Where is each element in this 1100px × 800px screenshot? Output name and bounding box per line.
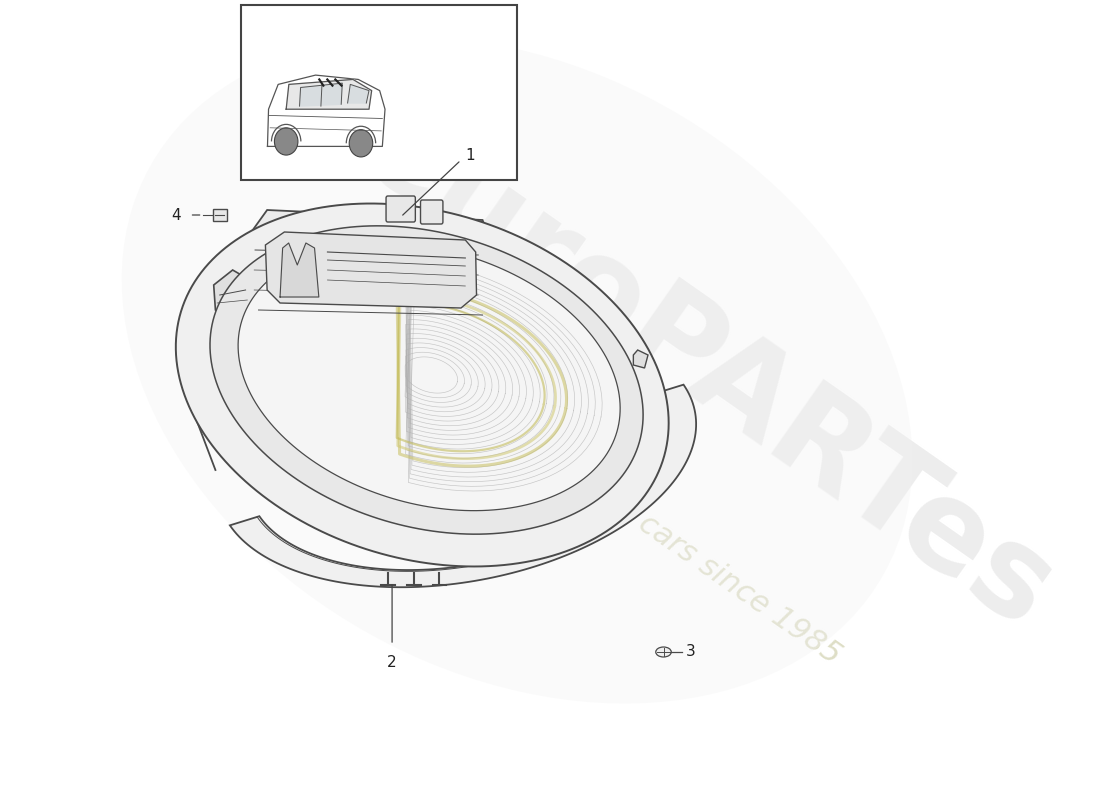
Text: a passion for cars since 1985: a passion for cars since 1985 [464,390,846,670]
Text: 2: 2 [387,655,397,670]
Polygon shape [265,232,476,308]
Circle shape [349,130,373,157]
Polygon shape [348,84,369,103]
Polygon shape [213,270,252,325]
Text: 1: 1 [465,147,475,162]
Polygon shape [245,210,495,345]
Ellipse shape [656,647,671,657]
Circle shape [274,128,298,155]
Polygon shape [286,79,372,110]
Text: 3: 3 [686,645,695,659]
Ellipse shape [122,37,912,703]
Polygon shape [238,243,620,510]
Bar [212,209,227,221]
Polygon shape [634,350,648,368]
Text: euroPARTes: euroPARTes [338,86,1076,654]
Polygon shape [230,385,696,587]
Polygon shape [280,243,319,297]
FancyBboxPatch shape [420,200,443,224]
Polygon shape [299,83,342,106]
Polygon shape [210,226,644,534]
Text: 4: 4 [172,207,182,222]
Polygon shape [176,203,669,566]
Bar [241,5,517,180]
FancyBboxPatch shape [386,196,416,222]
